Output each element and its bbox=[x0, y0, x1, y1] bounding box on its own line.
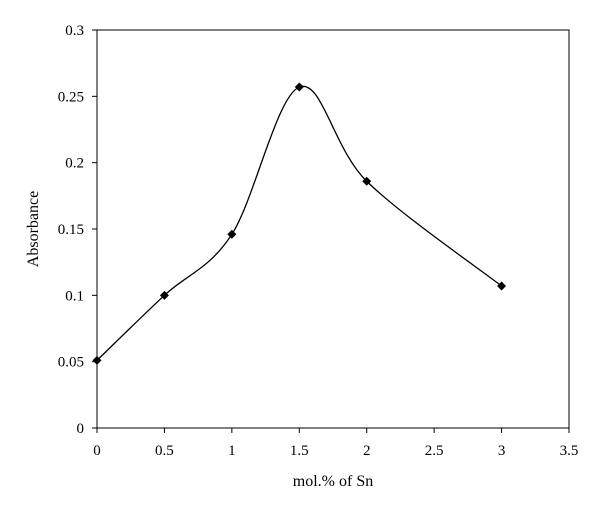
data-point-marker bbox=[497, 281, 507, 291]
y-axis-label: Absorbance bbox=[25, 191, 42, 267]
y-tick-label: 0.1 bbox=[65, 288, 84, 304]
x-tick-label: 0.5 bbox=[155, 443, 174, 459]
data-point-marker bbox=[92, 355, 102, 365]
x-tick-label: 1.5 bbox=[290, 443, 309, 459]
y-tick-label: 0.25 bbox=[58, 89, 84, 105]
plot-area bbox=[96, 29, 570, 429]
y-tick-label: 0.3 bbox=[65, 23, 84, 39]
data-point-marker bbox=[159, 290, 169, 300]
x-axis-label: mol.% of Sn bbox=[293, 473, 373, 490]
y-tick-label: 0.05 bbox=[58, 355, 84, 371]
series-line bbox=[96, 85, 502, 361]
x-tick-label: 3 bbox=[498, 443, 506, 459]
data-point-marker bbox=[362, 176, 372, 186]
x-tick-label: 3.5 bbox=[560, 443, 579, 459]
data-point-marker bbox=[227, 229, 237, 239]
data-point-marker bbox=[294, 82, 304, 92]
x-tick-label: 2 bbox=[363, 443, 371, 459]
x-tick-label: 0 bbox=[93, 443, 101, 459]
x-tick-label: 1 bbox=[228, 443, 236, 459]
y-tick-label: 0 bbox=[77, 421, 85, 437]
y-tick-label: 0.15 bbox=[58, 222, 84, 238]
y-tick-label: 0.2 bbox=[65, 156, 84, 172]
x-tick-label: 2.5 bbox=[425, 443, 444, 459]
